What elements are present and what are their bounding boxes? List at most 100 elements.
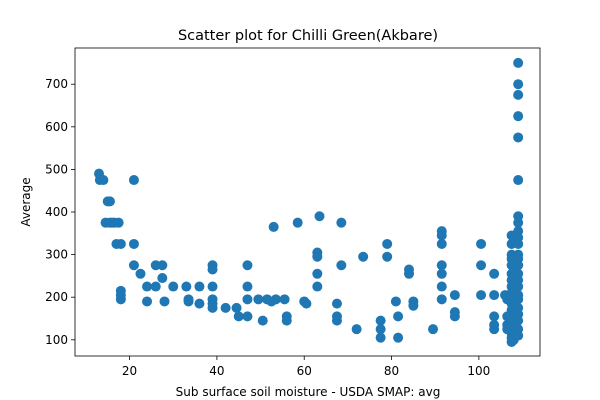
data-point	[331, 298, 342, 309]
data-point	[242, 281, 253, 292]
y-axis-ticks: 100 200 300 400 500 600 700	[45, 77, 75, 347]
x-tick-label: 60	[297, 364, 312, 378]
data-point	[242, 260, 253, 271]
y-tick-label: 400	[45, 205, 68, 219]
data-point	[513, 79, 524, 90]
y-axis-label: Average	[19, 177, 33, 226]
x-tick-label: 40	[209, 364, 224, 378]
data-point	[336, 260, 347, 271]
data-point	[257, 315, 268, 326]
data-point	[231, 302, 242, 313]
data-point	[183, 296, 194, 307]
data-point	[181, 281, 192, 292]
data-point	[428, 324, 439, 335]
y-tick-label: 600	[45, 120, 68, 134]
data-point	[408, 300, 419, 311]
data-point	[279, 294, 290, 305]
data-point	[253, 294, 264, 305]
data-point	[489, 290, 500, 301]
data-point	[312, 281, 323, 292]
data-point	[404, 268, 415, 279]
data-point	[390, 296, 401, 307]
data-point	[242, 311, 253, 322]
data-point	[513, 260, 524, 271]
data-point	[513, 238, 524, 249]
data-point	[393, 332, 404, 343]
data-point	[449, 290, 460, 301]
x-tick-label: 80	[384, 364, 399, 378]
data-point	[513, 294, 524, 305]
data-point	[312, 268, 323, 279]
data-point	[382, 251, 393, 262]
data-point	[104, 196, 115, 207]
data-point	[476, 290, 487, 301]
data-point	[314, 211, 325, 222]
data-point	[207, 302, 218, 313]
data-point	[489, 268, 500, 279]
data-point	[159, 296, 170, 307]
data-point	[513, 132, 524, 143]
data-point	[375, 324, 386, 335]
y-tick-label: 200	[45, 290, 68, 304]
data-point	[292, 217, 303, 228]
data-point	[312, 251, 323, 262]
data-point	[382, 238, 393, 249]
data-point	[449, 311, 460, 322]
data-point	[436, 230, 447, 241]
x-tick-label: 100	[467, 364, 490, 378]
data-point	[168, 281, 179, 292]
data-point	[115, 238, 126, 249]
data-point	[128, 238, 139, 249]
data-point	[281, 315, 292, 326]
data-point	[489, 311, 500, 322]
data-point	[242, 294, 253, 305]
data-point	[513, 89, 524, 100]
data-point	[513, 217, 524, 228]
data-point	[436, 260, 447, 271]
data-point	[270, 294, 281, 305]
data-point	[113, 217, 124, 228]
data-point	[157, 260, 168, 271]
data-point	[489, 324, 500, 335]
x-axis-label: Sub surface soil moisture - USDA SMAP: a…	[176, 385, 441, 399]
data-point	[142, 281, 153, 292]
data-point	[128, 260, 139, 271]
data-point	[476, 260, 487, 271]
data-point	[358, 251, 369, 262]
data-point	[98, 175, 109, 186]
data-point	[331, 315, 342, 326]
data-point	[336, 217, 347, 228]
data-point	[476, 238, 487, 249]
data-point	[375, 315, 386, 326]
data-point	[393, 311, 404, 322]
x-axis-ticks: 20 40 60 80 100	[122, 356, 490, 378]
data-point	[207, 281, 218, 292]
data-point	[436, 294, 447, 305]
y-tick-label: 100	[45, 333, 68, 347]
data-point	[513, 315, 524, 326]
data-point	[351, 324, 362, 335]
data-point	[157, 273, 168, 284]
y-tick-label: 700	[45, 77, 68, 91]
plot-area-frame	[74, 47, 541, 357]
data-point	[436, 281, 447, 292]
data-point	[513, 111, 524, 122]
data-point	[375, 332, 386, 343]
data-point	[513, 330, 524, 341]
data-point	[128, 175, 139, 186]
data-point	[513, 57, 524, 68]
data-point	[436, 268, 447, 279]
x-tick-label: 20	[122, 364, 137, 378]
data-point	[194, 281, 205, 292]
data-point	[301, 298, 312, 309]
data-point	[220, 302, 231, 313]
chart-title: Scatter plot for Chilli Green(Akbare)	[178, 28, 438, 44]
data-point	[513, 281, 524, 292]
data-point	[142, 296, 153, 307]
data-point	[194, 298, 205, 309]
data-point	[207, 264, 218, 275]
data-point	[150, 281, 161, 292]
y-tick-label: 500	[45, 162, 68, 176]
data-point	[436, 238, 447, 249]
